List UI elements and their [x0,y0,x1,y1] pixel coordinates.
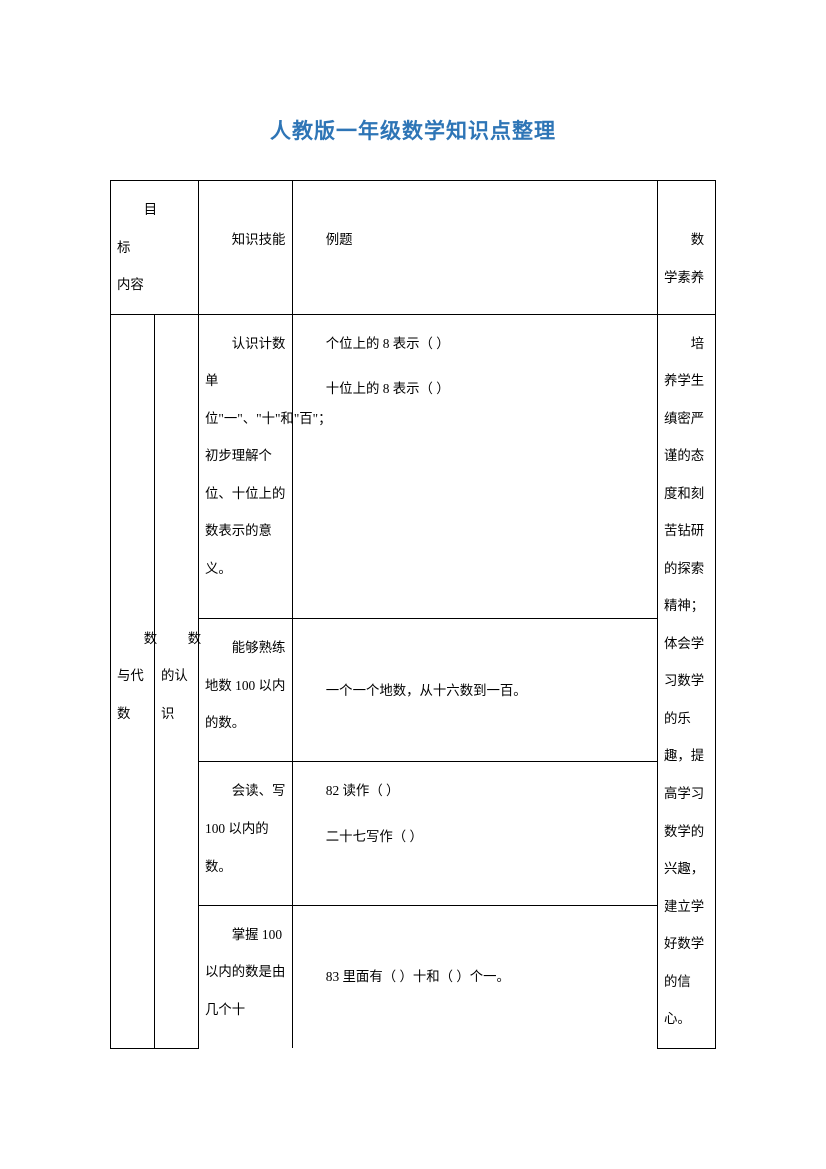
cell-skill: 掌握 100 以内的数是由几个十 [199,905,293,1048]
cell-skill: 认识计数单位"一"、"十"和"百"；初步理解个位、十位上的数表示的意义。 [199,314,293,618]
table-header-row: 目 标 内容 知识技能 例题 数学素养 [111,181,716,315]
table-row: 能够熟练地数 100 以内的数。 一个一个地数，从十六数到一百。 [111,619,716,762]
cell-example: 82 读作（ ） 二十七写作（ ） [293,762,658,905]
table-row: 掌握 100 以内的数是由几个十 83 里面有（ ）十和（ ）个一。 [111,905,716,1048]
cell-example: 83 里面有（ ）十和（ ）个一。 [293,905,658,1048]
cell-literacy: 培养学生缜密严谨的态度和刻苦钻研的探索精神；体会学习数学的乐趣，提高学习数学的兴… [658,314,716,1048]
cell-subcategory: 数的认识 [155,314,199,1048]
cell-skill: 能够熟练地数 100 以内的数。 [199,619,293,762]
header-skill: 知识技能 [199,181,293,315]
knowledge-table: 目 标 内容 知识技能 例题 数学素养 数与代数 数的认识 认识计数单位 [110,180,716,1049]
cell-category: 数与代数 [111,314,155,1048]
page-title: 人教版一年级数学知识点整理 [110,115,716,145]
cell-example: 一个一个地数，从十六数到一百。 [293,619,658,762]
document-page: 人教版一年级数学知识点整理 目 标 内容 知识技能 例题 数学素养 [0,0,826,1049]
table-row: 会读、写 100 以内的数。 82 读作（ ） 二十七写作（ ） [111,762,716,905]
cell-skill: 会读、写 100 以内的数。 [199,762,293,905]
header-example: 例题 [293,181,658,315]
header-target-content: 目 标 内容 [111,181,199,315]
cell-example: 个位上的 8 表示（ ） 十位上的 8 表示（ ） [293,314,658,618]
header-literacy: 数学素养 [658,181,716,315]
table-row: 数与代数 数的认识 认识计数单位"一"、"十"和"百"；初步理解个位、十位上的数… [111,314,716,618]
